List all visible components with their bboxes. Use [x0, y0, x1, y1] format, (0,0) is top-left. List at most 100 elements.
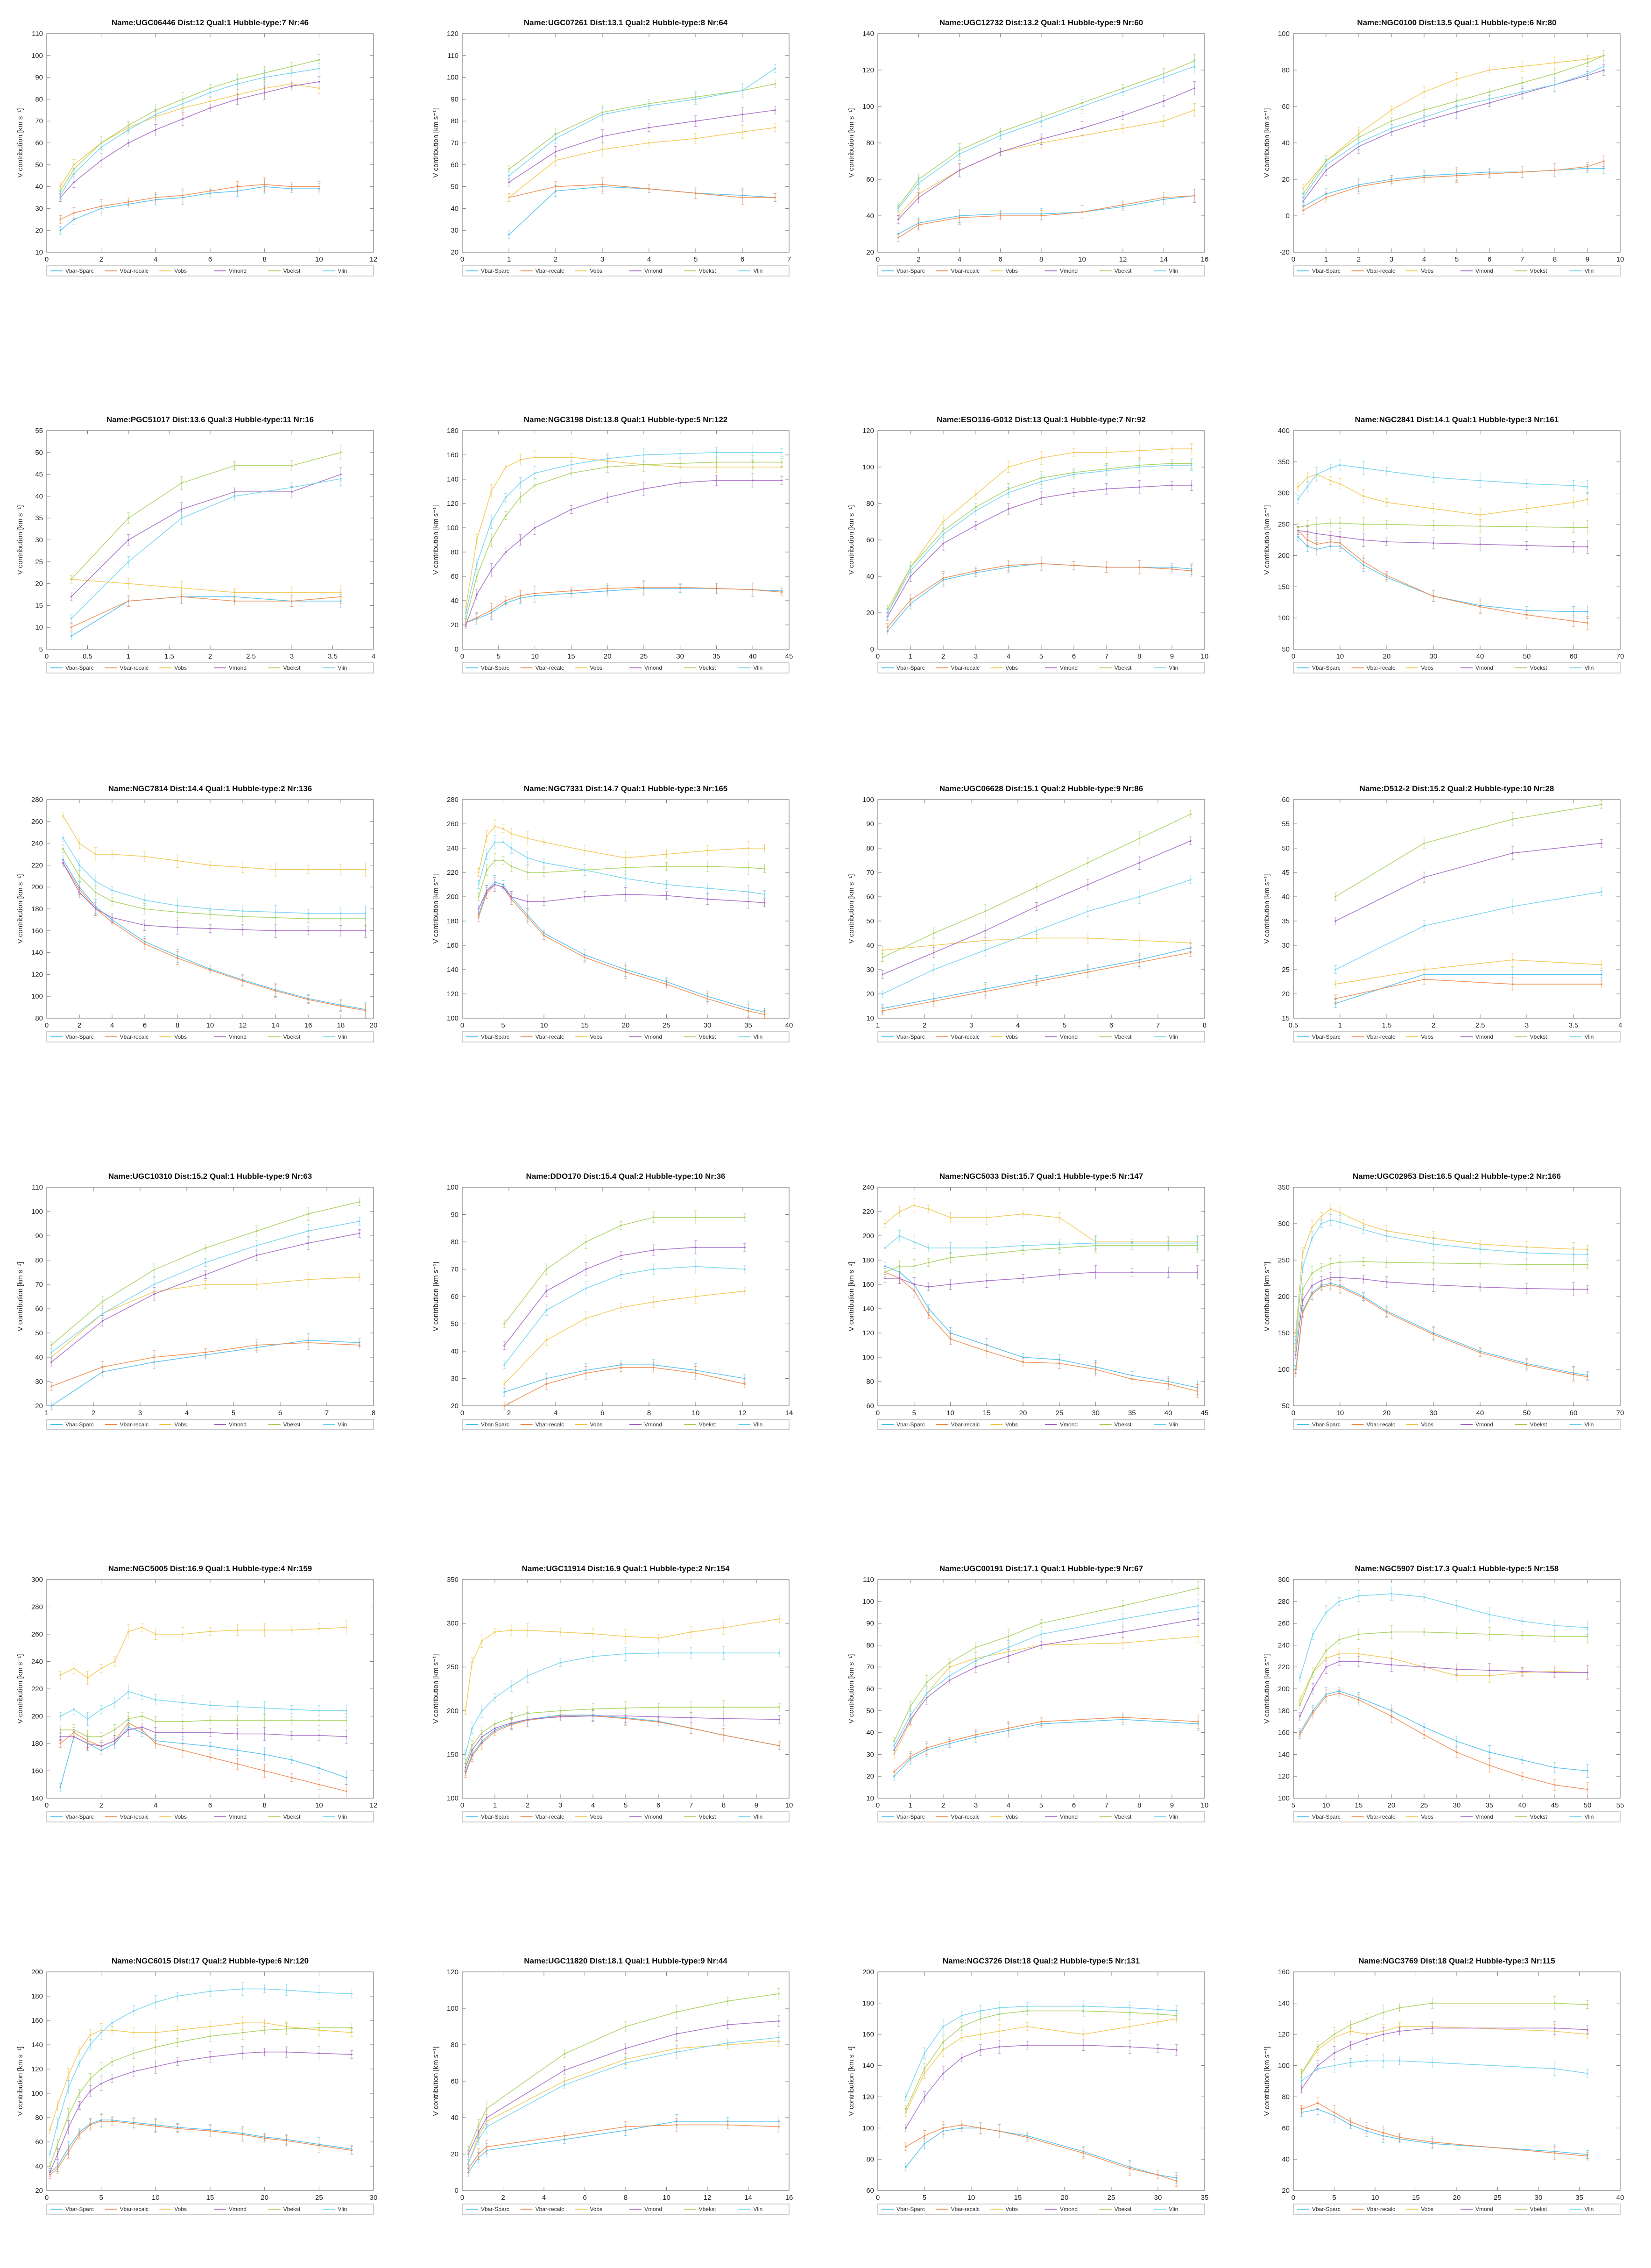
data-point [653, 1216, 655, 1219]
y-tick-label: 80 [451, 548, 459, 556]
data-point [340, 868, 342, 871]
legend-label: Vlin [1584, 1034, 1594, 1040]
data-point [1423, 91, 1425, 93]
data-point [949, 1247, 952, 1249]
data-point [1131, 1271, 1133, 1273]
data-point [1362, 1223, 1364, 1225]
data-point [291, 591, 293, 594]
data-point [1573, 1374, 1574, 1375]
series-line [63, 815, 366, 870]
data-point [153, 1269, 155, 1271]
data-point [1526, 614, 1528, 616]
x-tick-label: 30 [1430, 652, 1438, 660]
data-point [679, 462, 681, 464]
data-point [942, 533, 944, 536]
series-line [63, 863, 366, 931]
y-tick-label: 110 [447, 52, 459, 60]
x-tick-label: 8 [647, 1409, 651, 1417]
data-point [1311, 1226, 1313, 1228]
data-point [1489, 173, 1490, 175]
x-tick-label: 10 [692, 1409, 700, 1417]
data-point [180, 595, 183, 598]
series-line [60, 81, 319, 198]
x-tick-label: 2 [917, 255, 920, 263]
y-tick-label: 100 [447, 524, 459, 532]
data-point [236, 185, 239, 188]
y-tick-label: 350 [1278, 458, 1290, 466]
y-tick-label: 100 [1278, 1366, 1290, 1374]
data-point [1306, 524, 1308, 527]
data-point [882, 957, 883, 958]
series-line [885, 1266, 1198, 1388]
data-point [490, 521, 493, 523]
data-point [318, 81, 320, 83]
x-tick-label: 40 [785, 1021, 793, 1029]
data-point [176, 926, 178, 928]
legend-box [462, 265, 790, 276]
data-point [1297, 536, 1299, 538]
data-point [1073, 564, 1075, 567]
data-point [744, 1268, 746, 1270]
legend-label: Vbar-Sparc [65, 1034, 94, 1040]
series-line [885, 1245, 1198, 1273]
data-point [898, 1235, 901, 1237]
legend-label: Vmond [1475, 268, 1493, 274]
chart-svg: Name:NGC7331 Dist:14.7 Qual:1 Hubble-typ… [432, 784, 793, 1042]
data-point [1339, 1212, 1341, 1214]
legend-label: Vbar-Sparc [1312, 268, 1341, 274]
data-point [1163, 76, 1165, 78]
legend-label: Vlin [753, 1034, 762, 1040]
data-point [984, 930, 986, 932]
data-point [584, 850, 586, 851]
data-point [1302, 1252, 1304, 1254]
legend-box [877, 1031, 1205, 1042]
data-point [882, 1010, 883, 1012]
x-tick-label: 2 [554, 255, 557, 263]
data-point [534, 456, 536, 458]
legend-label: Vmond [644, 268, 662, 274]
data-point [942, 543, 944, 545]
series-line [71, 452, 341, 580]
y-tick-label: 140 [862, 1305, 874, 1313]
data-point [585, 1372, 587, 1374]
x-tick-label: 4 [154, 255, 157, 263]
chart-panel: Name:DDO170 Dist:15.4 Qual:2 Hubble-type… [416, 1163, 826, 1462]
chart-title: Name:ESO116-G012 Dist:13 Qual:1 Hubble-t… [937, 415, 1146, 424]
x-tick-label: 0 [1291, 255, 1295, 263]
series-line [63, 863, 366, 1011]
y-tick-label: 25 [35, 558, 43, 566]
data-point [1163, 100, 1165, 102]
y-tick-label: 160 [447, 451, 459, 459]
legend-box [1293, 1031, 1621, 1042]
data-point [1512, 906, 1514, 907]
data-point [180, 482, 183, 484]
data-point [543, 841, 545, 843]
legend-label: Vbekst [1115, 1034, 1132, 1040]
y-axis-label: V contribution [km s⁻¹] [1263, 874, 1271, 944]
x-tick-label: 4 [1007, 652, 1010, 660]
series-line [508, 110, 776, 183]
x-tick-label: 1 [45, 1409, 49, 1417]
data-point [176, 860, 178, 862]
data-point [975, 524, 977, 526]
data-point [1573, 484, 1574, 487]
y-tick-label: 40 [1282, 893, 1290, 901]
data-point [1131, 1242, 1133, 1244]
x-tick-label: 2 [99, 1801, 103, 1809]
series-line [60, 186, 319, 231]
data-point [1334, 983, 1336, 985]
y-tick-label: 50 [451, 183, 459, 191]
series-line [466, 588, 782, 623]
data-point [1554, 73, 1556, 75]
data-point [545, 1268, 547, 1270]
legend-label: Vmond [229, 1421, 247, 1428]
chart-svg: Name:ESO116-G012 Dist:13 Qual:1 Hubble-t… [847, 415, 1208, 673]
data-point [774, 68, 776, 70]
data-point [1526, 508, 1528, 510]
y-tick-label: 350 [1278, 1184, 1290, 1191]
data-point [1171, 448, 1173, 450]
x-tick-label: 0 [876, 1409, 880, 1417]
data-point [291, 185, 293, 188]
data-point [209, 100, 211, 102]
x-tick-label: 40 [1476, 1409, 1484, 1417]
